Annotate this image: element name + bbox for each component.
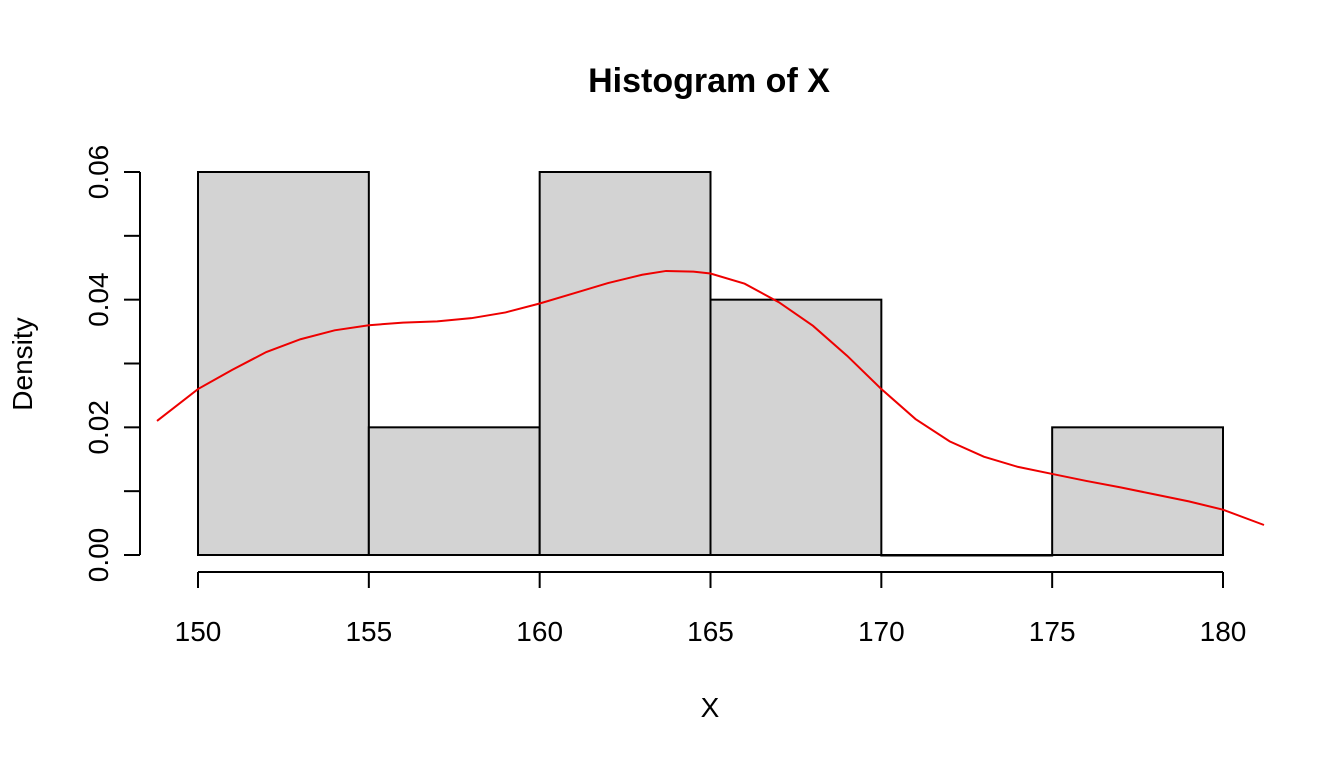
histogram-bar-1 xyxy=(367,426,541,557)
y-tick-label-3: 0.06 xyxy=(83,145,114,200)
x-tick-label-6: 180 xyxy=(1200,616,1247,647)
histogram-bar-3 xyxy=(709,298,883,556)
y-axis-label: Density xyxy=(7,317,38,410)
x-tick-label-0: 150 xyxy=(175,616,222,647)
chart-title: Histogram of X xyxy=(588,62,830,100)
bars-group xyxy=(197,171,1224,557)
histogram-bar-2 xyxy=(538,171,712,556)
x-tick-label-4: 170 xyxy=(858,616,905,647)
x-tick-label-1: 155 xyxy=(345,616,392,647)
x-tick-label-5: 175 xyxy=(1029,616,1076,647)
y-tick-label-0: 0.00 xyxy=(83,528,114,583)
x-axis-label: X xyxy=(701,692,720,723)
x-tick-label-3: 165 xyxy=(687,616,734,647)
y-tick-label-2: 0.04 xyxy=(83,272,114,327)
y-tick-label-1: 0.02 xyxy=(83,400,114,455)
y-axis: 0.00 0.02 0.04 0.06 xyxy=(83,145,141,583)
x-tick-label-2: 160 xyxy=(516,616,563,647)
histogram-bar-0 xyxy=(197,171,370,556)
x-axis: 150 155 160 165 170 175 180 xyxy=(175,571,1247,647)
density-curve xyxy=(156,269,1265,526)
histogram-bar-4 xyxy=(880,554,1054,557)
